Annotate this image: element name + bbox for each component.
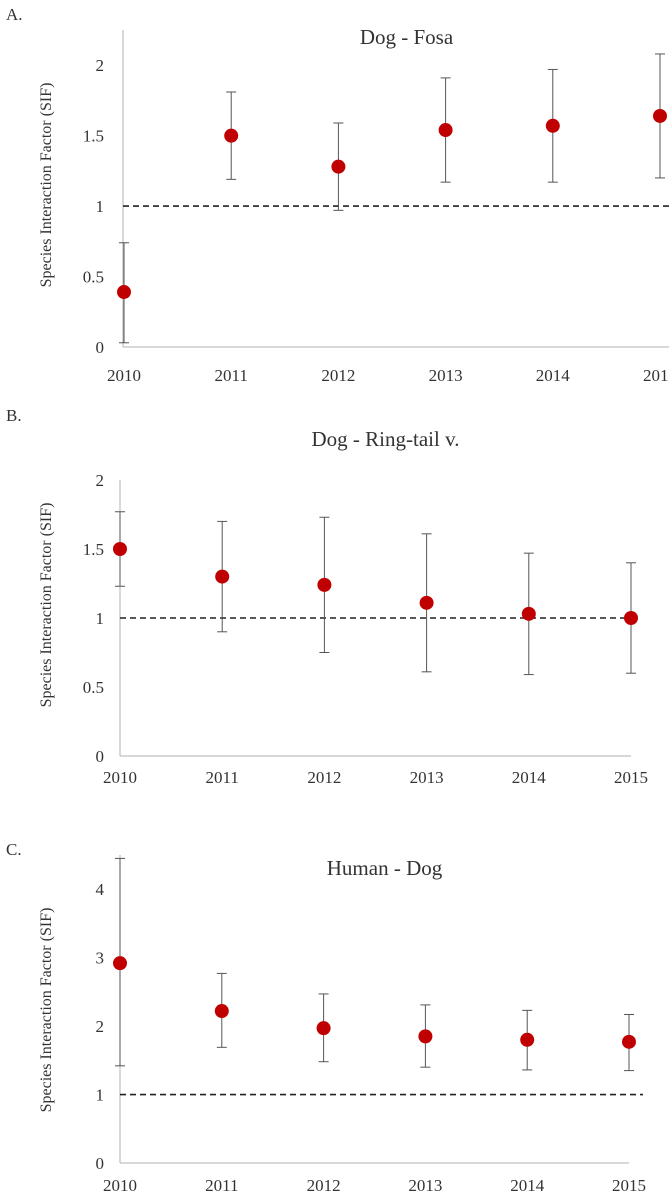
x-tick-label: 2014 bbox=[512, 768, 547, 787]
y-tick-label: 1 bbox=[96, 1086, 105, 1105]
data-point bbox=[113, 956, 127, 971]
y-tick-label: 0 bbox=[96, 1154, 105, 1173]
x-tick-label: 2012 bbox=[321, 366, 355, 385]
x-tick-label: 2010 bbox=[103, 1176, 137, 1195]
data-point bbox=[418, 1029, 433, 1044]
chart-title: Human - Dog bbox=[327, 856, 443, 880]
data-point bbox=[520, 1032, 535, 1047]
x-tick-label: 2014 bbox=[510, 1176, 545, 1195]
x-tick-label: 2015 bbox=[643, 366, 669, 385]
y-axis-label: Species Interaction Factor (SIF) bbox=[38, 83, 55, 288]
data-point bbox=[113, 542, 127, 556]
x-tick-label: 2011 bbox=[206, 768, 239, 787]
data-point bbox=[521, 606, 536, 621]
y-tick-label: 4 bbox=[96, 880, 105, 899]
x-tick-label: 2010 bbox=[107, 366, 141, 385]
x-tick-label: 2013 bbox=[410, 768, 444, 787]
y-tick-label: 2 bbox=[96, 1017, 105, 1036]
chart-panel-2: B. Dog - Ring-tail v. Species Interaction … bbox=[6, 406, 648, 787]
x-tick-label: 2014 bbox=[536, 366, 571, 385]
x-tick-label: 2011 bbox=[215, 366, 248, 385]
data-point bbox=[117, 285, 131, 300]
chart-panel-1: A. Dog - Fosa Species Interaction Factor (… bbox=[6, 5, 669, 385]
y-tick-label: 0.5 bbox=[83, 678, 104, 697]
data-point bbox=[438, 123, 453, 138]
data-point bbox=[419, 595, 434, 610]
x-tick-label: 2015 bbox=[612, 1176, 646, 1195]
data-point bbox=[215, 569, 230, 584]
y-tick-label: 0 bbox=[96, 338, 105, 357]
y-tick-label: 2 bbox=[96, 56, 105, 75]
y-tick-label: 1.5 bbox=[83, 127, 104, 146]
y-tick-label: 3 bbox=[96, 949, 105, 968]
y-tick-label: 0 bbox=[96, 747, 105, 766]
data-point bbox=[624, 611, 638, 625]
data-point bbox=[316, 1021, 331, 1036]
chart-title: Dog - Fosa bbox=[360, 25, 454, 49]
x-tick-label: 2015 bbox=[614, 768, 648, 787]
y-tick-label: 1 bbox=[96, 197, 105, 216]
y-axis-label: Species Interaction Factor (SIF) bbox=[38, 503, 55, 708]
y-tick-label: 0.5 bbox=[83, 268, 104, 287]
y-tick-label: 1 bbox=[96, 609, 105, 628]
y-tick-label: 1.5 bbox=[83, 540, 104, 559]
y-axis-label: Species Interaction Factor (SIF) bbox=[38, 908, 55, 1113]
data-point bbox=[317, 577, 332, 592]
data-point bbox=[224, 128, 239, 143]
x-tick-label: 2012 bbox=[307, 1176, 341, 1195]
panel-label: C. bbox=[6, 840, 22, 859]
data-point bbox=[545, 118, 560, 133]
x-tick-label: 2013 bbox=[408, 1176, 442, 1195]
panel-label: B. bbox=[6, 406, 22, 425]
data-point bbox=[331, 159, 346, 174]
x-tick-label: 2013 bbox=[429, 366, 463, 385]
data-point bbox=[653, 108, 667, 123]
chart-panel-3: C. Human - Dog Species Interaction Factor … bbox=[6, 840, 646, 1195]
chart-title: Dog - Ring-tail v. bbox=[312, 427, 460, 451]
y-tick-label: 2 bbox=[96, 471, 105, 490]
data-point bbox=[622, 1034, 636, 1049]
data-point bbox=[214, 1004, 229, 1019]
x-tick-label: 2012 bbox=[307, 768, 341, 787]
x-tick-label: 2011 bbox=[205, 1176, 238, 1195]
panel-label: A. bbox=[6, 5, 23, 24]
x-tick-label: 2010 bbox=[103, 768, 137, 787]
